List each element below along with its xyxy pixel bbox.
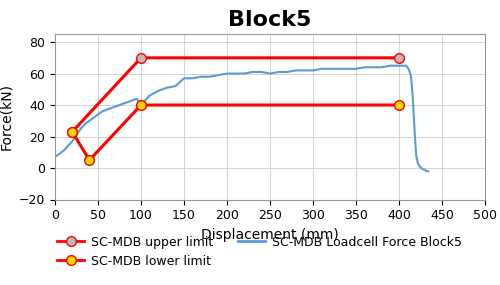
SC-MDB Loadcell Force Block5 bbox=[403, 64, 409, 67]
SC-MDB upper limit bbox=[396, 56, 402, 60]
SC-MDB Loadcell Force Block5 bbox=[388, 64, 394, 67]
Line: SC-MDB Loadcell Force Block5: SC-MDB Loadcell Force Block5 bbox=[55, 66, 428, 171]
SC-MDB Loadcell Force Block5 bbox=[121, 102, 127, 105]
SC-MDB lower limit bbox=[86, 158, 92, 162]
SC-MDB Loadcell Force Block5 bbox=[138, 103, 144, 107]
Legend: SC-MDB upper limit, SC-MDB lower limit, SC-MDB Loadcell Force Block5: SC-MDB upper limit, SC-MDB lower limit, … bbox=[57, 235, 462, 268]
X-axis label: Displacement (mm): Displacement (mm) bbox=[201, 228, 339, 242]
SC-MDB Loadcell Force Block5 bbox=[425, 170, 431, 173]
SC-MDB lower limit bbox=[69, 130, 75, 133]
Y-axis label: Force(kN): Force(kN) bbox=[0, 83, 14, 150]
SC-MDB lower limit bbox=[396, 103, 402, 107]
SC-MDB Loadcell Force Block5 bbox=[52, 155, 58, 159]
SC-MDB Loadcell Force Block5 bbox=[216, 74, 222, 77]
SC-MDB upper limit bbox=[138, 56, 144, 60]
SC-MDB Loadcell Force Block5 bbox=[424, 170, 430, 173]
SC-MDB lower limit bbox=[138, 103, 144, 107]
Line: SC-MDB upper limit: SC-MDB upper limit bbox=[68, 53, 404, 137]
Line: SC-MDB lower limit: SC-MDB lower limit bbox=[68, 100, 404, 165]
SC-MDB Loadcell Force Block5 bbox=[74, 133, 80, 137]
Title: Block5: Block5 bbox=[228, 10, 312, 30]
SC-MDB Loadcell Force Block5 bbox=[207, 75, 213, 78]
SC-MDB upper limit bbox=[69, 130, 75, 133]
